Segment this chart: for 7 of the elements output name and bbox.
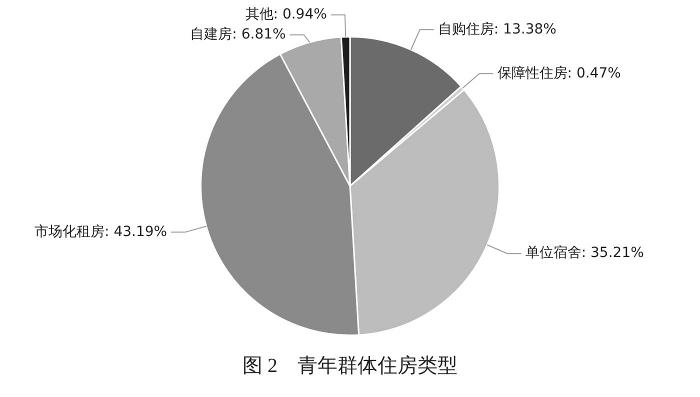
slice-label: 保障性住房: 0.47% bbox=[497, 65, 621, 82]
slice-label: 单位宿舍: 35.21% bbox=[525, 245, 644, 262]
slice-label: 其他: 0.94% bbox=[245, 6, 327, 22]
slice-label: 自建房: 6.81% bbox=[190, 26, 286, 42]
text: 图 2 青年群体住房类型 bbox=[242, 354, 458, 379]
slice-label: 市场化租房: 43.19% bbox=[34, 224, 168, 240]
slice-label: 自购住房: 13.38% bbox=[438, 21, 556, 38]
